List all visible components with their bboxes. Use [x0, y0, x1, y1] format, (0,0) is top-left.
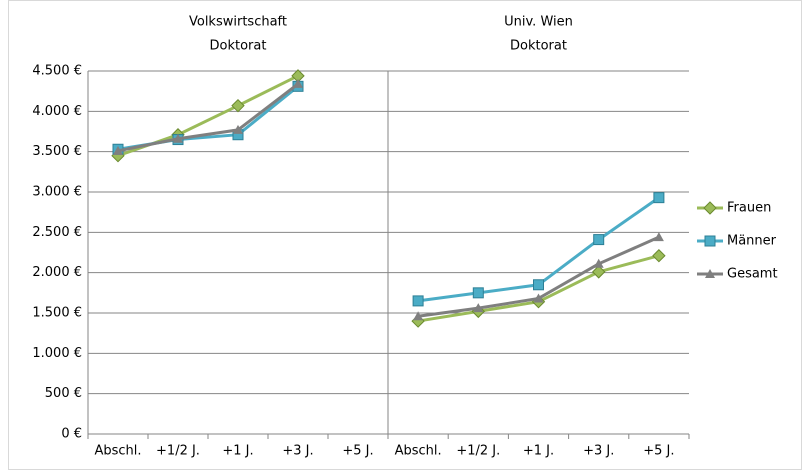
marker	[473, 303, 484, 313]
x-tick-label: +3 J.	[583, 444, 614, 459]
y-tick-label: 1.000 €	[32, 346, 82, 361]
y-tick-label: 0 €	[61, 427, 82, 442]
marker	[653, 232, 664, 242]
marker	[113, 145, 123, 155]
marker	[233, 124, 243, 134]
y-tick-label: 4.500 €	[32, 64, 82, 79]
marker	[703, 201, 717, 215]
marker	[472, 287, 484, 299]
chart-title: Doktorat	[210, 39, 267, 54]
legend-label: Gesamt	[727, 267, 778, 282]
x-tick-label: +1 J.	[523, 444, 554, 459]
marker	[293, 78, 303, 88]
x-tick-label: +5 J.	[643, 444, 674, 459]
legend-label: Männer	[727, 234, 777, 249]
marker	[593, 234, 605, 246]
chart-frame	[8, 0, 802, 470]
chart-title: Univ. Wien	[504, 15, 573, 30]
y-tick-label: 2.500 €	[32, 225, 82, 240]
y-tick-label: 2.000 €	[32, 265, 82, 280]
chart-title: Doktorat	[510, 39, 567, 54]
x-tick-label: +5 J.	[342, 444, 373, 459]
marker	[412, 295, 424, 307]
series-line	[117, 82, 299, 153]
marker	[173, 133, 183, 143]
y-tick-label: 3.500 €	[32, 144, 82, 159]
x-tick-label: +1 J.	[222, 444, 253, 459]
x-tick-label: +3 J.	[282, 444, 313, 459]
marker	[533, 279, 544, 291]
legend-label: Frauen	[727, 201, 771, 216]
marker	[413, 311, 424, 321]
marker	[593, 258, 604, 268]
y-tick-label: 3.000 €	[32, 185, 82, 200]
y-tick-label: 500 €	[45, 386, 82, 401]
chart-title: Volkswirtschaft	[189, 15, 287, 30]
x-tick-label: +1/2 J.	[156, 444, 200, 459]
marker	[653, 192, 665, 204]
x-tick-label: +1/2 J.	[456, 444, 500, 459]
marker	[231, 98, 245, 113]
x-tick-label: Abschl.	[395, 444, 442, 459]
marker	[652, 249, 666, 263]
x-tick-label: Abschl.	[94, 444, 141, 459]
y-tick-label: 1.500 €	[32, 306, 82, 321]
marker	[705, 269, 715, 278]
marker	[704, 235, 716, 247]
y-tick-label: 4.000 €	[32, 104, 82, 119]
marker	[533, 293, 544, 303]
marker	[591, 265, 606, 279]
